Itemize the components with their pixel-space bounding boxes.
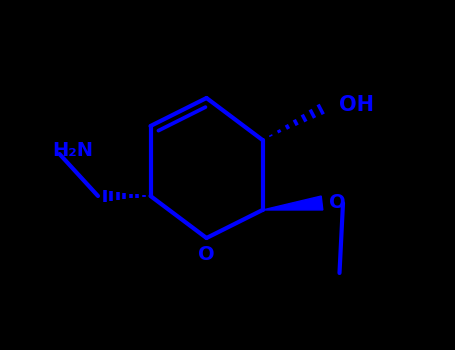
Text: OH: OH [339,95,374,115]
Text: O: O [329,194,346,212]
Polygon shape [263,196,323,210]
Text: O: O [198,245,215,264]
Text: H₂N: H₂N [52,141,93,160]
